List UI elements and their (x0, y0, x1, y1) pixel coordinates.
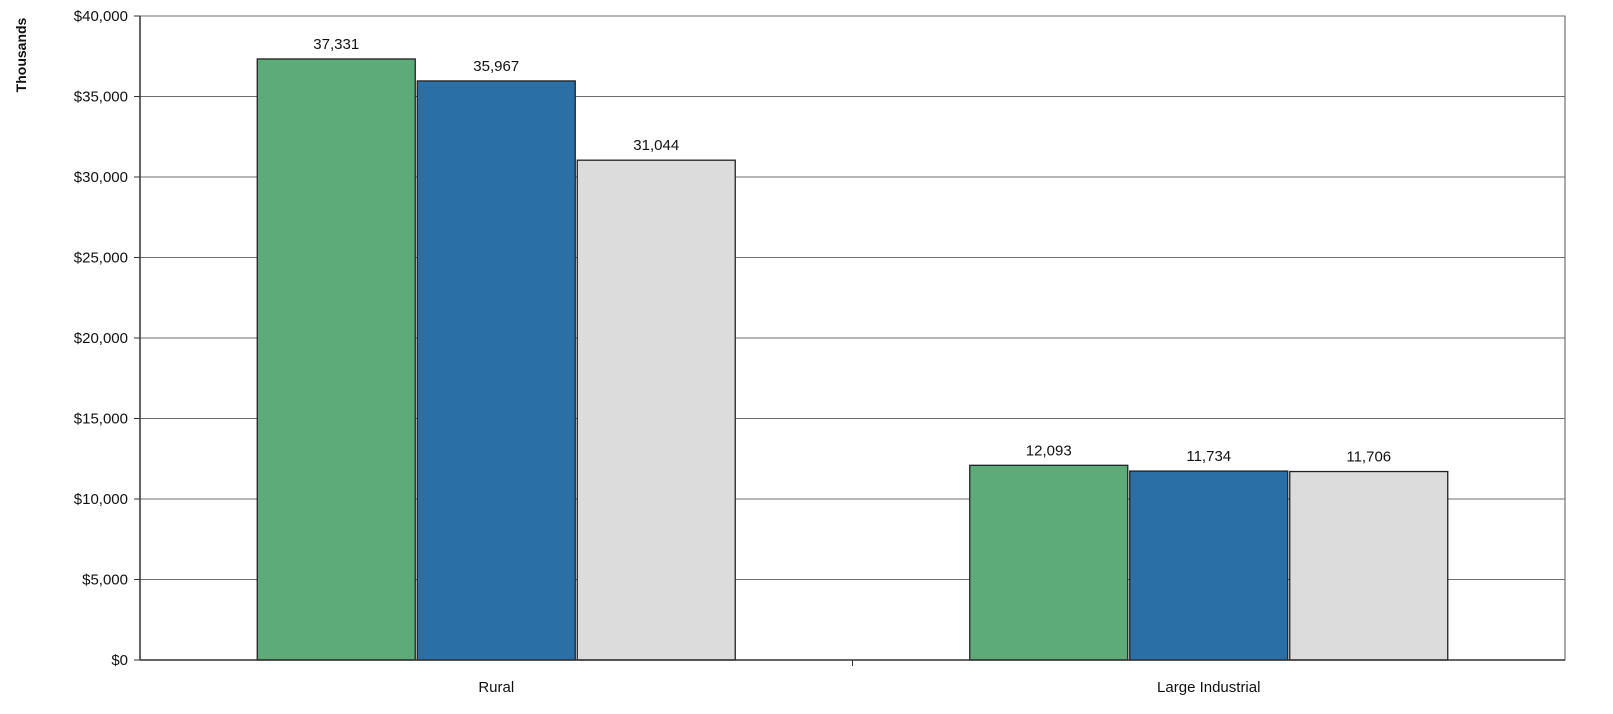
y-tick-label: $35,000 (74, 89, 128, 106)
y-tick-label: $5,000 (82, 572, 128, 589)
data-label: 11,706 (1346, 449, 1391, 466)
bar-3-large-industrial (1289, 470, 1449, 661)
y-tick-label: $0 (111, 652, 128, 669)
y-tick-label: $10,000 (74, 491, 128, 508)
bar-3-rural (576, 159, 736, 661)
y-tick-label: $30,000 (74, 169, 128, 186)
y-tick-label: $20,000 (74, 330, 128, 347)
bar-1-large-industrial (969, 464, 1129, 661)
data-label: 31,044 (633, 137, 679, 154)
x-tick-label: Rural (478, 679, 514, 696)
y-tick-label: $25,000 (74, 250, 128, 267)
y-axis-label: Thousands (13, 17, 29, 92)
y-tick-label: $15,000 (74, 411, 128, 428)
data-label: 37,331 (313, 36, 359, 53)
bar-2-rural (416, 80, 576, 661)
y-tick-label: $40,000 (74, 8, 128, 25)
bar-1-rural (256, 58, 416, 661)
data-label: 35,967 (473, 58, 519, 75)
bar-2-large-industrial (1129, 470, 1289, 661)
data-label: 11,734 (1186, 448, 1231, 465)
data-label: 12,093 (1026, 442, 1072, 459)
x-tick-label: Large Industrial (1157, 679, 1260, 696)
